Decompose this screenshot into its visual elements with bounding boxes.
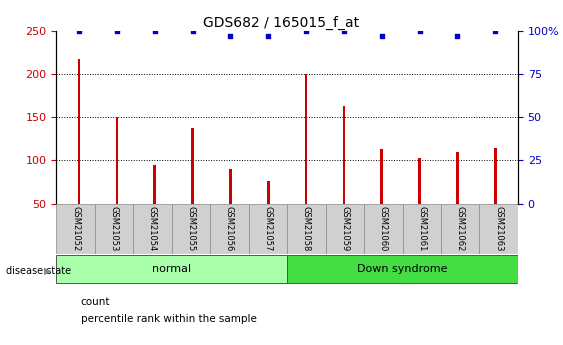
Text: GSM21057: GSM21057 — [263, 206, 272, 251]
Text: GSM21056: GSM21056 — [225, 206, 234, 251]
Bar — [305, 74, 307, 204]
Bar — [287, 204, 325, 254]
Text: percentile rank within the sample: percentile rank within the sample — [81, 314, 256, 324]
Point — [302, 28, 311, 34]
Text: GSM21058: GSM21058 — [302, 206, 311, 251]
Text: normal: normal — [152, 264, 191, 274]
Bar — [441, 204, 480, 254]
Text: GSM21063: GSM21063 — [494, 206, 503, 251]
Bar — [456, 152, 459, 204]
Text: GSM21062: GSM21062 — [456, 206, 464, 251]
Bar — [210, 204, 249, 254]
Bar — [229, 169, 232, 204]
Point — [491, 28, 500, 34]
Bar — [172, 204, 210, 254]
Bar — [249, 204, 287, 254]
Text: disease state: disease state — [6, 266, 71, 276]
Bar — [78, 59, 81, 204]
Bar — [418, 158, 421, 204]
Text: ▶: ▶ — [44, 266, 52, 276]
Text: GSM21052: GSM21052 — [71, 206, 80, 251]
Point — [339, 28, 348, 34]
Bar — [133, 204, 172, 254]
Text: GSM21059: GSM21059 — [341, 206, 349, 251]
Bar — [56, 255, 287, 283]
Bar — [153, 165, 156, 204]
Bar — [287, 255, 518, 283]
Bar — [403, 204, 441, 254]
Point — [74, 28, 83, 34]
Bar — [56, 204, 95, 254]
Point — [263, 33, 272, 39]
Point — [453, 33, 462, 39]
Point — [377, 33, 386, 39]
Point — [150, 28, 159, 34]
Bar — [342, 106, 345, 204]
Bar — [325, 204, 364, 254]
Point — [415, 28, 424, 34]
Bar — [267, 181, 270, 204]
Bar — [191, 128, 194, 204]
Bar — [115, 117, 118, 204]
Text: GSM21061: GSM21061 — [417, 206, 426, 251]
Bar — [494, 148, 497, 204]
Text: GSM21060: GSM21060 — [379, 206, 388, 251]
Point — [188, 28, 197, 34]
Text: count: count — [81, 297, 110, 307]
Text: GSM21055: GSM21055 — [186, 206, 195, 251]
Bar — [381, 149, 383, 204]
Text: Down syndrome: Down syndrome — [358, 264, 448, 274]
Text: GSM21054: GSM21054 — [148, 206, 157, 251]
Bar — [364, 204, 403, 254]
Text: GDS682 / 165015_f_at: GDS682 / 165015_f_at — [203, 16, 360, 30]
Point — [113, 28, 122, 34]
Bar — [95, 204, 133, 254]
Text: GSM21053: GSM21053 — [110, 206, 118, 251]
Bar — [480, 204, 518, 254]
Point — [226, 33, 235, 39]
